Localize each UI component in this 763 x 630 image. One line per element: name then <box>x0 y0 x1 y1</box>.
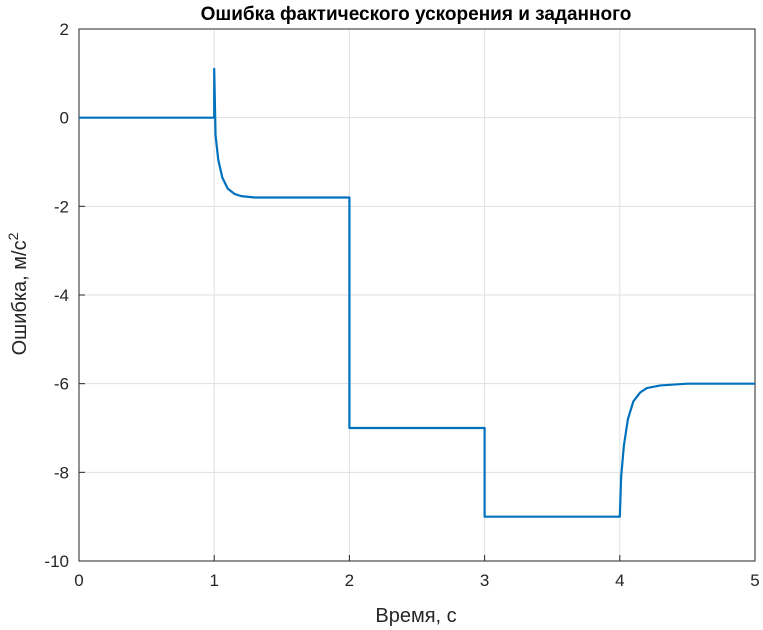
x-tick-label: 0 <box>74 571 83 590</box>
x-axis-ticks: 0 1 2 3 4 5 <box>74 555 760 590</box>
x-tick-label: 1 <box>209 571 218 590</box>
x-tick-label: 2 <box>345 571 354 590</box>
y-tick-label: -6 <box>54 375 69 394</box>
chart-title: Ошибка фактического ускорения и заданног… <box>201 4 632 25</box>
y-tick-label: -4 <box>54 286 69 305</box>
x-tick-label: 3 <box>480 571 489 590</box>
y-tick-label: -10 <box>44 552 69 571</box>
y-axis-ticks: 2 0 -2 -4 -6 -8 -10 <box>44 20 85 571</box>
x-axis-label: Время, с <box>375 605 456 627</box>
y-tick-label: -8 <box>54 463 69 482</box>
y-tick-label: -2 <box>54 197 69 216</box>
series-line <box>79 67 755 518</box>
x-tick-label: 5 <box>750 571 759 590</box>
y-tick-label: 2 <box>60 20 69 39</box>
x-tick-label: 4 <box>615 571 624 590</box>
y-axis-label-base: Ошибка, м/с <box>9 240 31 355</box>
grid <box>78 28 756 562</box>
y-axis-label: Ошибка, м/с2 <box>5 232 31 355</box>
y-axis-label-sup: 2 <box>5 232 21 240</box>
y-tick-label: 0 <box>60 109 69 128</box>
